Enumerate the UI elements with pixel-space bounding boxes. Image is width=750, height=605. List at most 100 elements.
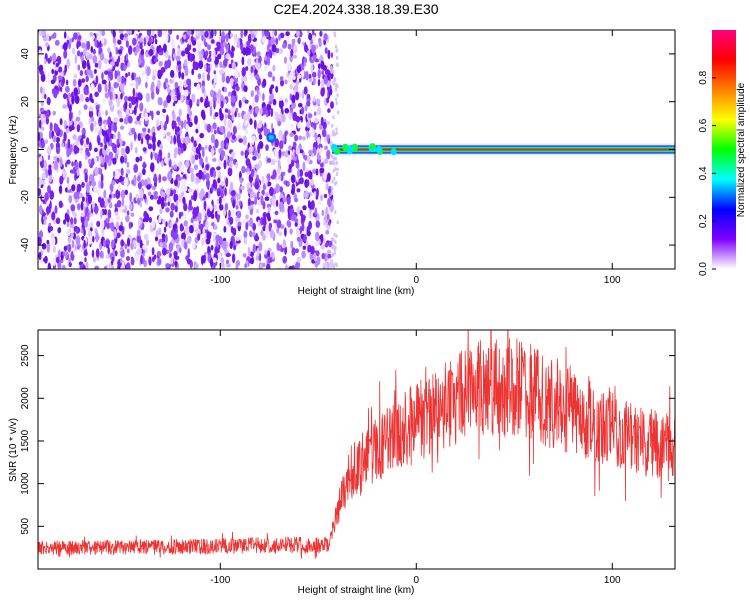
spectrogram-noise-cell <box>42 199 46 204</box>
spectrogram-noise-cell <box>207 246 211 253</box>
spectrogram-noise-cell <box>254 170 257 178</box>
spectrogram-noise-cell <box>44 255 48 264</box>
spectrogram-noise-cell <box>196 206 200 213</box>
spectrogram-noise-cell <box>113 117 119 123</box>
spectrogram-noise-cell <box>305 240 309 248</box>
spectrogram-noise-cell <box>277 266 282 269</box>
spectrogram-noise-cell <box>312 76 316 86</box>
spectrogram-noise-cell <box>99 198 105 208</box>
spectrogram-noise-cell <box>278 140 284 150</box>
spectrogram-x-ticks: -100 0 100 <box>210 30 621 286</box>
spectrogram-noise-cell <box>184 225 190 236</box>
spectrogram-noise-cell <box>81 60 87 70</box>
spectrogram-noise-cell <box>49 225 54 232</box>
spectrogram-noise-cell <box>125 263 131 269</box>
spectrogram-noise-cell <box>326 224 330 231</box>
spectrogram-noise-cell <box>166 94 172 104</box>
spectrogram-noise-cell <box>177 63 182 72</box>
spectrogram-noise-cell <box>311 128 315 137</box>
spectrogram-noise-cell <box>213 82 216 89</box>
spectrogram-noise-cell <box>321 252 326 260</box>
spectrogram-noise-cell <box>168 242 174 252</box>
spectrogram-noise-cell <box>112 30 116 38</box>
spectrogram-noise-cell <box>292 141 297 149</box>
spectrogram-noise-cell <box>235 205 239 210</box>
spectrogram-noise-cell <box>183 202 188 212</box>
spectrogram-noise-cell <box>202 191 206 197</box>
spectrogram-noise-cell <box>253 119 257 130</box>
spectrogram-noise-cell <box>313 95 316 103</box>
spectrogram-noise-cell <box>216 214 220 223</box>
spectrogram-noise-cell <box>44 192 49 202</box>
snr-y-ticks: 500 1000 1500 2000 2500 <box>20 344 675 535</box>
spectrogram-noise-cell <box>120 155 125 164</box>
spectrogram-noise-cell <box>47 72 50 82</box>
spectrogram-noise-cell <box>244 99 249 104</box>
spectrogram-noise-cell <box>293 44 298 54</box>
spectrogram-noise-cell <box>313 111 317 116</box>
spectrogram-noise-cell <box>149 110 152 116</box>
spectrogram-noise-cell <box>278 201 284 212</box>
spectrogram-noise-cell <box>78 192 84 199</box>
spectrogram-noise-cell <box>223 159 227 170</box>
spectrogram-noise-cell <box>57 261 62 269</box>
spectrogram-noise-cell <box>47 155 51 160</box>
spectrogram-noise-cell <box>151 30 155 37</box>
spectrogram-noise-cell <box>181 232 186 240</box>
spectrogram-noise-cell <box>58 185 63 194</box>
spectrogram-noise-cell <box>130 212 135 217</box>
spectrogram-noise-cell <box>149 194 154 200</box>
spectrogram-noise-cell <box>184 136 189 146</box>
spectrogram-noise-cell <box>117 55 121 63</box>
spectrogram-noise-cell <box>41 180 46 185</box>
spectrogram-noise-cell <box>213 70 217 75</box>
spectrogram-noise-cell <box>81 134 86 139</box>
spectrogram-noise-cell <box>170 229 175 238</box>
colorbar-tick-label: 0.6 <box>698 118 709 132</box>
spectrogram-noise-cell <box>68 104 72 113</box>
spectrogram-noise-cell <box>262 36 267 44</box>
spectrogram-noise-cell <box>217 177 221 184</box>
spectrogram-noise-cell <box>55 256 60 264</box>
spectrogram-noise-cell <box>204 63 207 71</box>
spectrogram-noise-cell <box>131 72 134 81</box>
spectrogram-noise-cell <box>333 176 336 181</box>
spectrogram-noise-cell <box>327 108 331 113</box>
spectrogram-noise-cell <box>67 138 71 149</box>
spectrogram-noise-cell <box>111 264 114 269</box>
spectrogram-noise-cell <box>173 53 177 59</box>
spectrogram-noise-cell <box>123 95 129 102</box>
spectrogram-noise-cell <box>47 185 51 194</box>
spectrogram-noise-cell <box>126 161 130 168</box>
spectrogram-noise-cell <box>258 252 262 262</box>
spectrogram-noise-cell <box>241 56 245 66</box>
spectrogram-noise-cell <box>124 99 128 110</box>
spectrogram-noise-cell <box>127 61 131 68</box>
spectrogram-noise-cell <box>80 228 84 234</box>
spectrogram-noise-cell <box>294 221 298 227</box>
spectrogram-noise-cell <box>111 180 116 186</box>
spectrogram-noise-cell <box>148 206 154 212</box>
spectrogram-noise-cell <box>143 161 146 167</box>
spectrogram-noise-cell <box>71 161 74 167</box>
spectrogram-noise-cell <box>204 30 209 38</box>
spectrogram-noise-cell <box>234 217 239 222</box>
spectrogram-noise-cell <box>147 143 153 150</box>
spectrogram-noise-cell <box>253 30 258 36</box>
spectrogram-noise-cell <box>148 216 152 223</box>
spectrogram-noise-cell <box>78 34 82 41</box>
spectrogram-noise-cell <box>93 120 97 127</box>
spectrogram-noise-cell <box>324 158 329 165</box>
spectrogram-noise-cell <box>40 86 43 94</box>
spectrogram-noise-cell <box>210 147 215 157</box>
spectrogram-noise-cell <box>230 77 234 87</box>
spectrogram-noise-cell <box>137 248 142 256</box>
spectrogram-noise-cell <box>86 69 91 75</box>
spectrogram-noise-cell <box>143 210 148 219</box>
spectrogram-noise-cell <box>44 58 47 65</box>
spectrogram-noise-cell <box>104 70 109 75</box>
spectrogram-noise-cell <box>163 100 168 108</box>
spectrogram-noise-cell <box>202 227 206 235</box>
spectrogram-noise-cell <box>156 110 161 116</box>
